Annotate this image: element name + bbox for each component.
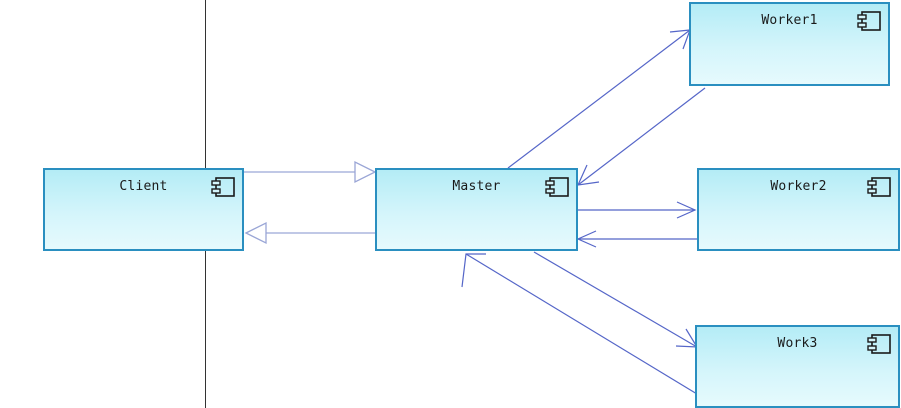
component-label: Master xyxy=(452,179,501,194)
uml-component-icon xyxy=(545,177,569,197)
component-label: Worker2 xyxy=(770,179,827,194)
component-master[interactable]: Master xyxy=(375,168,578,251)
edge-client-to-master[interactable] xyxy=(244,160,377,184)
edge-work3-to-master[interactable] xyxy=(461,253,698,395)
uml-component-icon xyxy=(867,177,891,197)
edge-master-to-worker1[interactable] xyxy=(507,29,691,169)
edge-master-to-work3[interactable] xyxy=(533,251,699,348)
uml-component-icon xyxy=(867,334,891,354)
edge-master-to-worker2[interactable] xyxy=(578,201,697,219)
component-label: Worker1 xyxy=(761,13,818,28)
component-worker1[interactable]: Worker1 xyxy=(689,2,890,86)
component-label: Work3 xyxy=(777,336,818,351)
edge-worker1-to-master[interactable] xyxy=(577,87,706,186)
component-client[interactable]: Client xyxy=(43,168,244,251)
component-work3[interactable]: Work3 xyxy=(695,325,900,408)
uml-component-icon xyxy=(857,11,881,31)
component-label: Client xyxy=(119,179,168,194)
component-worker2[interactable]: Worker2 xyxy=(697,168,900,251)
edge-worker2-to-master[interactable] xyxy=(576,230,697,248)
uml-component-icon xyxy=(211,177,235,197)
edge-master-to-client[interactable] xyxy=(244,221,375,245)
